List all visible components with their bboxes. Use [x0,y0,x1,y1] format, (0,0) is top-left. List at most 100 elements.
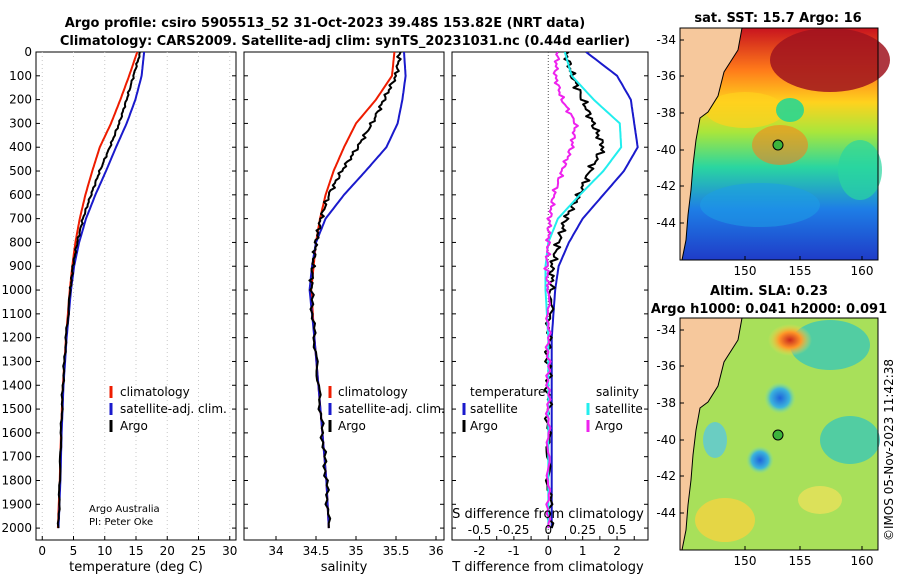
title-line-1: Argo profile: csiro 5905513_52 31-Oct-20… [65,16,586,31]
salinity-xlabel: salinity [321,560,368,575]
sst-frame [679,27,879,261]
legend-temperature-head: temperature [470,385,545,399]
depth-tick-label: 200 [9,93,32,107]
sla-warm-eddy [768,324,812,356]
map-lat-label: -36 [656,69,676,83]
map-lat-label: -38 [656,106,676,120]
map-lat-label: -44 [656,506,676,520]
map-axis-ticks: -34 -36 -38 -40 -42 -44 150 155 160 -34 -36 -38 -40 -… [656,33,873,568]
x-tick-label: 35 [348,544,363,558]
x-tick-label: 20 [160,544,175,558]
depth-tick-label: 1600 [1,426,32,440]
salinity-panel [243,51,445,541]
secondary-x-tick-label: -0.25 [498,523,529,537]
legend-t-argo-label: Argo [470,419,498,433]
salinity-lines [308,52,407,529]
sla-float-marker [772,429,784,441]
x-tick-label: 25 [191,544,206,558]
temperature-grid [41,52,231,540]
depth-tick-label: 100 [9,69,32,83]
legend-satellite-label-2: satellite-adj. clim. [338,402,445,416]
sst-warm-core [770,28,890,92]
legend-s-satellite-label: satellite [595,402,643,416]
x-tick-label: 0 [38,544,46,558]
x-tick-label: 34 [268,544,283,558]
depth-tick-label: 1800 [1,473,32,487]
depth-tick-label: 1500 [1,402,32,416]
diff-t-satellite-line [550,52,639,529]
salinity-legend: climatology satellite-adj. clim. Argo [328,385,445,433]
sst-land [679,27,743,261]
secondary-x-tick-label: 0.25 [569,523,596,537]
legend-t-satellite-label: satellite [470,402,518,416]
sla-map-title-1: Altim. SLA: 0.23 [710,284,828,299]
temperature-lines [56,52,146,529]
depth-tick-label: 500 [9,164,32,178]
map-lon-label: 160 [851,264,874,278]
depth-tick-label: 1000 [1,283,32,297]
x-tick-label: -2 [474,544,486,558]
x-tick-label: 0 [544,544,552,558]
depth-tick-label: 400 [9,140,32,154]
sla-land [679,317,743,551]
x-tick-label: -1 [508,544,520,558]
sst-float-marker [772,139,784,151]
depth-tick-label: 600 [9,188,32,202]
map-lat-label: -42 [656,469,676,483]
legend-s-argo-label: Argo [595,419,623,433]
x-tick-label: 34.5 [303,544,330,558]
map-lat-label: -36 [656,359,676,373]
secondary-x-tick-label: -0.5 [468,523,491,537]
watermark: ©IMOS 05-Nov-2023 11:42:38 [882,359,896,541]
legend-argo-label: Argo [120,419,148,433]
x-tick-label: 35.5 [383,544,410,558]
depth-tick-label: 900 [9,259,32,273]
x-tick-label: 2 [613,544,621,558]
title-line-2: Climatology: CARS2009. Satellite-adj cli… [60,34,630,49]
depth-tick-label: 1300 [1,354,32,368]
credit-line-1: Argo Australia [89,504,160,515]
depth-tick-label: 800 [9,235,32,249]
map-lat-label: -40 [656,143,676,157]
map-lat-label: -42 [656,179,676,193]
map-lat-label: -34 [656,323,676,337]
temperature-xlabel: temperature (deg C) [69,560,203,575]
x-tick-label: 5 [70,544,78,558]
map-lat-label: -34 [656,33,676,47]
sla-cold-eddy [764,382,796,414]
x-tick-label: 36 [428,544,443,558]
axis-ticks: 0100200300400500600700800900100011001200… [1,45,648,558]
salinity-argo-line [308,52,402,529]
depth-tick-label: 700 [9,212,32,226]
depth-tick-label: 1400 [1,378,32,392]
sst-map [679,27,890,261]
map-lon-label: 160 [851,554,874,568]
salinity-satellite-line [308,52,407,529]
sla-map [679,317,880,551]
diff-s-argo-line [543,52,579,529]
depth-tick-label: 1100 [1,307,32,321]
legend-climatology-label: climatology [120,385,190,399]
map-lon-label: 155 [789,554,812,568]
map-lon-label: 155 [789,264,812,278]
depth-tick-label: 1900 [1,497,32,511]
difference-xlabel: T difference from climatology [451,560,644,575]
difference-legend: temperature satellite Argo salinity sate… [462,385,643,433]
map-lon-label: 150 [734,264,757,278]
temperature-argo-line [56,52,141,529]
x-tick-label: 10 [97,544,112,558]
difference-secondary-xlabel: S difference from climatology [452,507,644,522]
legend-satellite-label: satellite-adj. clim. [120,402,227,416]
x-tick-label: 30 [222,544,237,558]
secondary-x-tick-label: 0.5 [608,523,627,537]
map-lat-label: -44 [656,216,676,230]
sla-frame [679,317,879,551]
temperature-legend: climatology satellite-adj. clim. Argo [109,385,227,433]
legend-argo-label-2: Argo [338,419,366,433]
x-tick-label: 1 [579,544,587,558]
difference-lines [543,52,639,529]
depth-tick-label: 0 [24,45,32,59]
depth-tick-label: 1700 [1,450,32,464]
depth-tick-label: 2000 [1,521,32,535]
